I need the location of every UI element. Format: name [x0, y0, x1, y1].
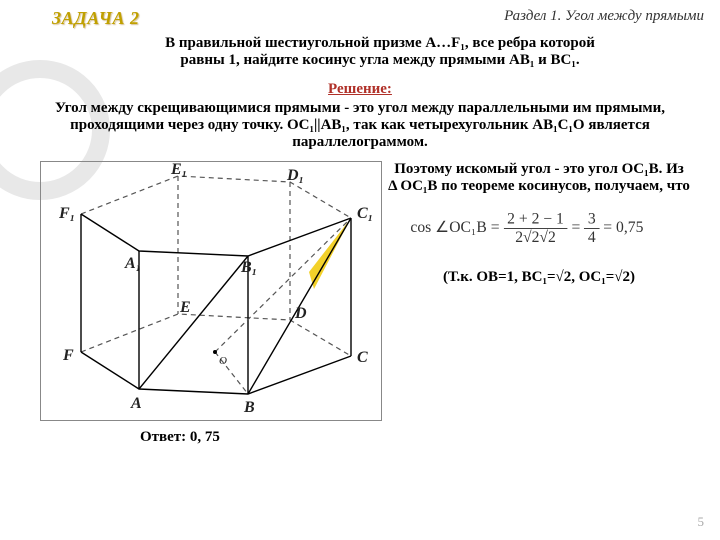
middle-row: E₁ D₁ C₁ B₁ A₁ F₁ E D C B A F O Поэтому …: [0, 157, 720, 425]
label-E: E: [179, 299, 191, 316]
right-column: Поэтому искомый угол - это угол OC₁B. Из…: [382, 161, 700, 421]
label-C: C: [357, 349, 368, 366]
problem-line1: В правильной шестиугольной призме A…F₁, …: [165, 35, 595, 51]
cosine-formula: cos ∠OC₁B = 2 + 2 − 1 2√2√2 = 3 4 = 0,75: [388, 198, 666, 259]
header: ЗАДАЧА 2 Раздел 1. Угол между прямыми: [0, 0, 720, 33]
task-number: ЗАДАЧА 2: [52, 8, 140, 29]
solution-body: Угол между скрещивающимися прямыми - это…: [55, 100, 665, 150]
problem-statement: В правильной шестиугольной призме A…F₁, …: [0, 33, 720, 77]
label-F: F: [62, 347, 74, 364]
label-B: B: [243, 399, 255, 416]
label-A: A: [130, 395, 142, 412]
prism-diagram: E₁ D₁ C₁ B₁ A₁ F₁ E D C B A F O: [40, 161, 382, 421]
section-title: Раздел 1. Угол между прямыми: [504, 8, 704, 25]
label-F1: F₁: [58, 205, 75, 222]
formula-rhs: 0,75: [616, 218, 643, 235]
solution-label: Решение:: [50, 81, 670, 98]
label-D1: D₁: [286, 167, 304, 184]
label-E1: E₁: [170, 162, 187, 178]
problem-line2: равны 1, найдите косинус угла между прям…: [180, 52, 579, 68]
formula-frac2: 3 4: [584, 211, 599, 246]
solution-explanation: Решение: Угол между скрещивающимися прям…: [0, 77, 720, 157]
label-O: O: [219, 355, 227, 367]
formula-frac1: 2 + 2 − 1 2√2√2: [503, 211, 567, 246]
page-number: 5: [698, 514, 705, 530]
label-A1: A₁: [124, 255, 141, 272]
label-B1: B₁: [240, 259, 257, 276]
note-values: (Т.к. OB=1, BC₁=√2, OC₁=√2): [388, 269, 690, 286]
label-D: D: [294, 305, 307, 322]
answer: Ответ: 0, 75: [0, 425, 720, 446]
conclusion-paragraph: Поэтому искомый угол - это угол OC₁B. Из…: [388, 161, 690, 195]
formula-lhs: cos ∠OC₁B: [410, 218, 486, 235]
label-C1: C₁: [357, 205, 373, 222]
